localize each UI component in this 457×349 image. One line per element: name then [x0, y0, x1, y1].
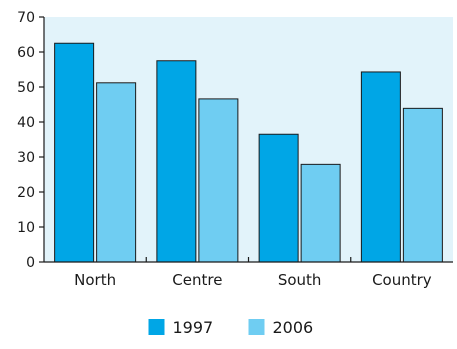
bar-2006-south — [300, 163, 341, 263]
legend-swatch-1997 — [148, 319, 165, 335]
y-tick-label-70: 70 — [17, 10, 35, 26]
y-tick-label-20: 20 — [17, 185, 35, 201]
y-tick-label-60: 60 — [17, 45, 35, 61]
bar-1997-north — [54, 42, 95, 263]
x-tick-label-centre: Centre — [172, 271, 222, 289]
x-tick-label-north: North — [74, 271, 116, 289]
y-tick-label-50: 50 — [17, 80, 35, 96]
bar-1997-south — [258, 133, 299, 263]
bar-2006-north — [96, 82, 137, 263]
bar-1997-country — [360, 71, 401, 263]
legend-label-1997: 1997 — [173, 318, 214, 337]
y-tick-label-0: 0 — [26, 255, 35, 271]
legend-label-2006: 2006 — [273, 318, 314, 337]
y-tick-label-40: 40 — [17, 115, 35, 131]
x-tick-label-south: South — [278, 271, 322, 289]
x-tick-label-country: Country — [372, 271, 432, 289]
bar-2006-centre — [198, 98, 239, 263]
bar-1997-centre — [156, 60, 197, 263]
y-tick-label-30: 30 — [17, 150, 35, 166]
legend-swatch-2006 — [248, 319, 265, 335]
y-tick-label-10: 10 — [17, 220, 35, 236]
bar-2006-country — [402, 107, 443, 263]
